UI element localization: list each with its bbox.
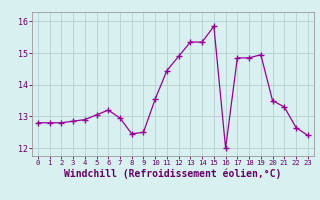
X-axis label: Windchill (Refroidissement éolien,°C): Windchill (Refroidissement éolien,°C) [64, 169, 282, 179]
